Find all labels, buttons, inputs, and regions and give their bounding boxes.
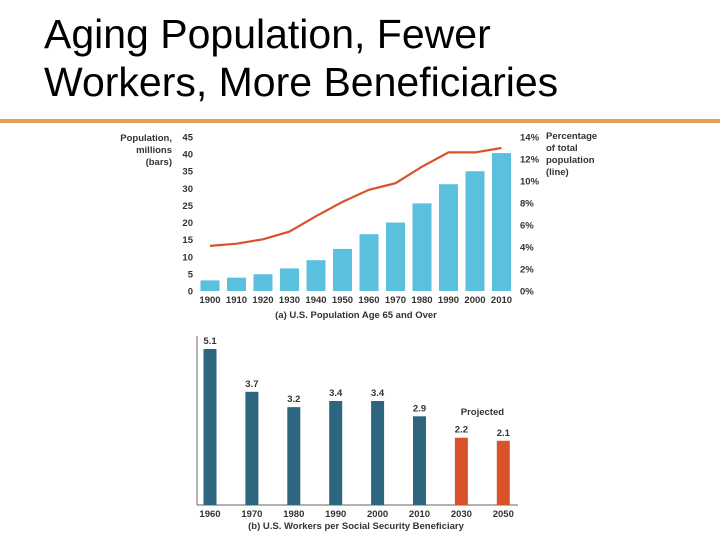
chart-b-bar-projected <box>496 440 510 505</box>
chart-a-bar <box>227 277 246 291</box>
title-line-2: Workers, More Beneficiaries <box>44 59 559 105</box>
chart-a-x-tick-label: 1920 <box>252 295 273 306</box>
chart-a-x-tick-label: 1960 <box>358 295 379 306</box>
chart-a-right-tick-label: 4% <box>520 243 534 254</box>
chart-a-left-tick-label: 0 <box>188 287 193 298</box>
chart-a-bar <box>412 203 432 291</box>
chart-a-left-tick-label: 25 <box>182 201 193 212</box>
chart-b-value-label: 2.1 <box>497 428 511 439</box>
chart-a-left-tick-label: 40 <box>182 150 193 161</box>
chart-b-bar <box>329 401 343 505</box>
chart-b-x-tick-label: 1980 <box>283 509 304 520</box>
chart-b-bar <box>371 401 385 505</box>
chart-b-x-tick-label: 2030 <box>451 509 472 520</box>
chart-a-right-tick-label: 0% <box>520 287 534 298</box>
chart-b-bar-projected <box>454 437 468 505</box>
chart-b-x-tick-label: 2000 <box>367 509 388 520</box>
chart-a-caption: (a) U.S. Population Age 65 and Over <box>275 310 437 321</box>
chart-a-x-tick-label: 2000 <box>464 295 485 306</box>
chart-a-x-tick-label: 1900 <box>199 295 220 306</box>
chart-b-caption: (b) U.S. Workers per Social Security Ben… <box>248 521 464 532</box>
chart-a-ylabel-left-line2: millions <box>136 145 172 156</box>
chart-a-ylabel-right-line4: (line) <box>546 167 569 178</box>
chart-b-bar <box>203 349 217 505</box>
chart-a-bar <box>253 274 273 291</box>
chart-a-x-tick-label: 1970 <box>385 295 406 306</box>
chart-a-ylabel-right-line1: Percentage <box>546 131 597 142</box>
chart-a-bar <box>439 184 458 291</box>
chart-b-bar <box>245 391 259 505</box>
chart-b-x-tick-label: 1990 <box>325 509 346 520</box>
chart-a-bar <box>386 222 405 291</box>
chart-b-value-label: 3.2 <box>287 394 300 405</box>
chart-a-x-tick-label: 1910 <box>226 295 247 306</box>
chart-b-value-label: 2.2 <box>455 425 468 436</box>
chart-a-left-tick-label: 20 <box>182 218 193 229</box>
chart-a-left-tick-label: 15 <box>182 235 193 246</box>
title-line-1: Aging Population, Fewer <box>44 11 491 57</box>
chart-a-bar <box>200 280 220 291</box>
chart-a-x-tick-label: 1950 <box>332 295 353 306</box>
chart-b-x-tick-label: 1970 <box>241 509 262 520</box>
chart-a-left-tick-label: 5 <box>188 269 194 280</box>
chart-a-right-tick-label: 14% <box>520 133 540 144</box>
title-divider <box>0 119 720 123</box>
chart-a-percentage-line <box>209 146 502 247</box>
chart-b-value-label: 3.4 <box>371 388 385 399</box>
slide-title: Aging Population, Fewer Workers, More Be… <box>44 10 704 106</box>
chart-a-bar <box>333 248 352 291</box>
chart-b-x-tick-label: 2050 <box>493 509 514 520</box>
chart-a-right-tick-label: 8% <box>520 199 534 210</box>
chart-b-value-label: 2.9 <box>413 403 426 414</box>
chart-a-bar <box>359 234 379 291</box>
chart-a-bar <box>280 268 299 291</box>
chart-a-bar <box>306 260 326 291</box>
chart-b-x-tick-label: 2010 <box>409 509 430 520</box>
chart-a-ylabel-left-line3: (bars) <box>146 157 172 168</box>
chart-a-ylabel-right-line3: population <box>546 155 595 166</box>
chart-b-projected-label: Projected <box>461 407 504 418</box>
chart-b-value-label: 3.7 <box>245 379 258 390</box>
chart-a-right-tick-label: 12% <box>520 155 540 166</box>
chart-a-x-tick-label: 2010 <box>491 295 512 306</box>
chart-a-ylabel-left-line1: Population, <box>120 133 172 144</box>
chart-a-right-tick-label: 10% <box>520 177 540 188</box>
chart-a-bar <box>465 171 485 291</box>
chart-a-x-tick-label: 1940 <box>305 295 326 306</box>
chart-a-left-tick-label: 35 <box>182 167 193 178</box>
chart-a: Population, millions (bars) Percentage o… <box>120 131 597 321</box>
chart-b-bar <box>413 416 426 505</box>
chart-a-right-tick-label: 2% <box>520 265 534 276</box>
chart-b: 5.1 3.7 3.2 3.4 3.4 2.9 2.2 2.1 1960 1970 1980 199… <box>196 336 518 532</box>
chart-a-x-tick-label: 1930 <box>279 295 300 306</box>
chart-b-value-label: 5.1 <box>203 336 217 347</box>
chart-a-bar <box>492 153 511 291</box>
chart-a-x-tick-label: 1990 <box>438 295 459 306</box>
chart-a-x-tick-label: 1980 <box>411 295 432 306</box>
chart-a-left-tick-label: 10 <box>182 252 193 263</box>
chart-a-left-tick-label: 45 <box>182 133 193 144</box>
chart-a-ylabel-right-line2: of total <box>546 143 578 154</box>
chart-b-bar <box>287 407 301 505</box>
chart-a-left-tick-label: 30 <box>182 184 193 195</box>
chart-a-right-tick-label: 6% <box>520 221 534 232</box>
chart-b-x-tick-label: 1960 <box>199 509 220 520</box>
chart-b-value-label: 3.4 <box>329 388 343 399</box>
